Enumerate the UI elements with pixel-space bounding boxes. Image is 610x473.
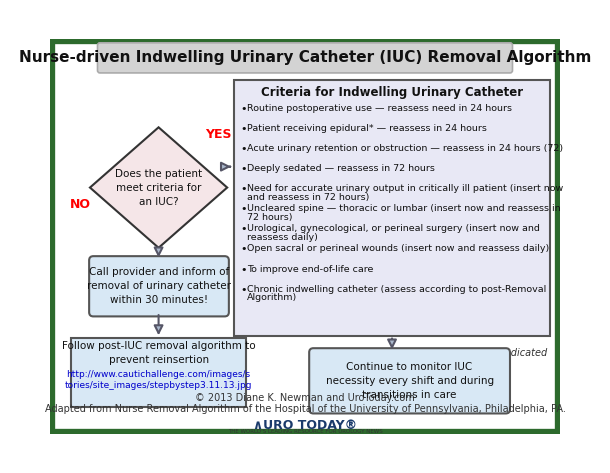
Text: Uncleared spine — thoracic or lumbar (insert now and reassess in: Uncleared spine — thoracic or lumbar (in…	[247, 204, 561, 213]
Text: Call provider and inform of
removal of urinary catheter
within 30 minutes!: Call provider and inform of removal of u…	[87, 267, 231, 305]
Text: •: •	[240, 264, 247, 274]
Text: and reassess in 72 hours): and reassess in 72 hours)	[247, 193, 370, 201]
FancyBboxPatch shape	[309, 348, 510, 413]
Text: To improve end-of-life care: To improve end-of-life care	[247, 264, 374, 273]
Text: •: •	[240, 184, 247, 194]
Text: 72 hours): 72 hours)	[247, 213, 293, 222]
FancyBboxPatch shape	[51, 40, 559, 433]
Text: Chronic indwelling catheter (assess according to post-Removal: Chronic indwelling catheter (assess acco…	[247, 285, 547, 294]
Text: Routine postoperative use — reassess need in 24 hours: Routine postoperative use — reassess nee…	[247, 104, 512, 113]
Text: ∧URO TODAY®: ∧URO TODAY®	[253, 419, 357, 432]
FancyBboxPatch shape	[89, 256, 229, 316]
Text: Continue to monitor IUC
necessity every shift and during
transitions in care: Continue to monitor IUC necessity every …	[326, 362, 493, 400]
FancyBboxPatch shape	[234, 80, 550, 336]
Text: Urological, gynecological, or perineal surgery (insert now and: Urological, gynecological, or perineal s…	[247, 224, 540, 233]
Text: YES: YES	[206, 128, 232, 140]
Text: Acute urinary retention or obstruction — reassess in 24 hours (72): Acute urinary retention or obstruction —…	[247, 144, 564, 153]
Text: NO: NO	[70, 198, 90, 211]
Text: Open sacral or perineal wounds (insert now and reassess daily): Open sacral or perineal wounds (insert n…	[247, 245, 550, 254]
Text: reassess daily): reassess daily)	[247, 233, 318, 242]
Text: •: •	[240, 204, 247, 214]
Text: Need for accurate urinary output in critically ill patient (insert now: Need for accurate urinary output in crit…	[247, 184, 564, 193]
Text: •: •	[240, 144, 247, 154]
Text: Follow post-IUC removal algorithm to
prevent reinsertion: Follow post-IUC removal algorithm to pre…	[62, 341, 256, 365]
Text: •: •	[240, 124, 247, 134]
Text: http://www.cautichallenge.com/images/s
tories/site_images/stepbystep3.11.13.jpg: http://www.cautichallenge.com/images/s t…	[65, 369, 253, 390]
Text: •: •	[240, 104, 247, 114]
Text: Algorithm): Algorithm)	[247, 293, 298, 302]
FancyBboxPatch shape	[71, 338, 246, 407]
Text: •: •	[240, 224, 247, 234]
Text: Deeply sedated — reassess in 72 hours: Deeply sedated — reassess in 72 hours	[247, 164, 435, 173]
Text: Adapted from Nurse Removal Algorithm of the Hospital of the University of Pennsy: Adapted from Nurse Removal Algorithm of …	[45, 404, 565, 414]
Text: Patient receiving epidural* — reassess in 24 hours: Patient receiving epidural* — reassess i…	[247, 124, 487, 133]
Text: •: •	[240, 164, 247, 174]
Text: Nurse-driven Indwelling Urinary Catheter (IUC) Removal Algorithm: Nurse-driven Indwelling Urinary Catheter…	[19, 50, 591, 65]
FancyBboxPatch shape	[98, 43, 512, 73]
Text: Does the patient
meet criteria for
an IUC?: Does the patient meet criteria for an IU…	[115, 168, 202, 207]
Text: •: •	[240, 245, 247, 254]
Text: © 2013 Diane K. Newman and UroToday.com: © 2013 Diane K. Newman and UroToday.com	[195, 394, 415, 403]
Text: Criteria for Indwelling Urinary Catheter: Criteria for Indwelling Urinary Catheter	[261, 86, 523, 99]
Text: •: •	[240, 285, 247, 295]
Text: THE WORLD'S LEADING RESOURCE FOR UROLOGY NEWS: THE WORLD'S LEADING RESOURCE FOR UROLOGY…	[228, 429, 382, 434]
Polygon shape	[90, 127, 227, 248]
Text: * may not be indicated: * may not be indicated	[434, 348, 547, 358]
